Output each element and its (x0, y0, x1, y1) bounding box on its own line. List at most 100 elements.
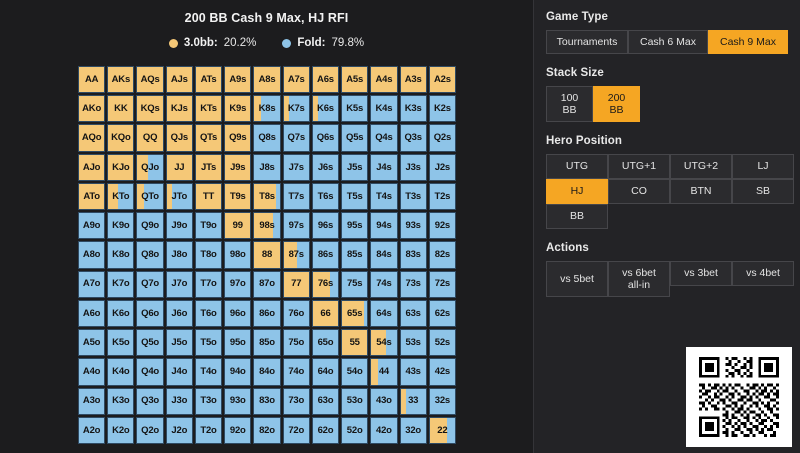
action-option-vs-5bet[interactable]: vs 5bet (546, 261, 608, 297)
hand-cell[interactable]: J7o (165, 270, 193, 298)
action-option-vs-4bet[interactable]: vs 4bet (732, 261, 794, 286)
hand-cell[interactable]: 42s (428, 358, 456, 386)
hand-cell[interactable]: 82o (253, 416, 281, 444)
hand-cell[interactable]: T4s (370, 182, 398, 211)
game-type-option-cash-6-max[interactable]: Cash 6 Max (628, 30, 708, 54)
hand-cell[interactable]: Q2s (428, 124, 456, 152)
hand-cell[interactable]: 95o (224, 329, 252, 357)
hand-cell[interactable]: 55 (341, 329, 369, 357)
hand-cell[interactable]: K5s (341, 95, 369, 123)
hand-cell[interactable]: 32o (399, 416, 427, 444)
hand-cell[interactable]: A8s (253, 66, 281, 94)
hand-cell[interactable]: TT (194, 182, 223, 211)
hand-cell[interactable]: 64o (311, 358, 340, 386)
hand-cell[interactable]: Q5s (341, 124, 369, 152)
hand-cell[interactable]: T9o (194, 212, 223, 240)
hand-cell[interactable]: K5o (107, 329, 135, 357)
hand-cell[interactable]: K9o (107, 212, 135, 240)
hand-cell[interactable]: 87s (282, 241, 310, 269)
hand-cell[interactable]: 54o (341, 358, 369, 386)
hand-cell[interactable]: KTo (107, 182, 135, 211)
hand-cell[interactable]: 75s (341, 270, 369, 298)
action-option-vs-3bet[interactable]: vs 3bet (670, 261, 732, 286)
hand-cell[interactable]: 98s (253, 212, 281, 240)
hand-cell[interactable]: K9s (224, 95, 252, 123)
hand-cell[interactable]: 72s (428, 270, 456, 298)
hand-cell[interactable]: T6o (194, 299, 223, 328)
hand-cell[interactable]: A8o (78, 241, 106, 269)
hand-cell[interactable]: 95s (341, 212, 369, 240)
hand-cell[interactable]: 63o (311, 387, 340, 415)
hand-cell[interactable]: 93s (399, 212, 427, 240)
hand-cell[interactable]: J9o (165, 212, 193, 240)
hero-position-option-bb[interactable]: BB (546, 204, 608, 229)
hand-cell[interactable]: K3s (399, 95, 427, 123)
hand-cell[interactable]: T3o (194, 387, 223, 415)
hand-cell[interactable]: 73o (282, 387, 310, 415)
hand-cell[interactable]: 97o (224, 270, 252, 298)
hand-cell[interactable]: QJo (136, 153, 164, 181)
hand-cell[interactable]: Q7o (136, 270, 164, 298)
hero-position-option-hj[interactable]: HJ (546, 179, 608, 204)
hand-cell[interactable]: QQ (136, 124, 164, 152)
hand-cell[interactable]: T2s (428, 182, 456, 211)
hand-cell[interactable]: 96s (311, 212, 340, 240)
hand-cell[interactable]: T4o (194, 358, 223, 386)
hand-cell[interactable]: 83s (399, 241, 427, 269)
hero-position-option-lj[interactable]: LJ (732, 154, 794, 179)
hand-cell[interactable]: AKs (107, 66, 135, 94)
hand-cell[interactable]: K2s (428, 95, 456, 123)
hand-cell[interactable]: T8s (253, 182, 281, 211)
hand-cell[interactable]: Q8s (253, 124, 281, 152)
hand-cell[interactable]: Q6o (136, 299, 164, 328)
hand-cell[interactable]: 99 (224, 212, 252, 240)
hand-cell[interactable]: T5s (341, 182, 369, 211)
hand-cell[interactable]: K8o (107, 241, 135, 269)
hand-cell[interactable]: J5o (165, 329, 193, 357)
hand-cell[interactable]: 76s (311, 270, 340, 298)
hand-cell[interactable]: A6s (311, 66, 340, 94)
hand-cell[interactable]: J9s (224, 153, 252, 181)
hand-cell[interactable]: 62o (311, 416, 340, 444)
hand-cell[interactable]: KQs (136, 95, 164, 123)
hand-cell[interactable]: Q9s (224, 124, 252, 152)
hand-cell[interactable]: 73s (399, 270, 427, 298)
hand-cell[interactable]: T3s (399, 182, 427, 211)
hand-cell[interactable]: 33 (399, 387, 427, 415)
hand-cell[interactable]: 74o (282, 358, 310, 386)
hand-cell[interactable]: A9s (224, 66, 252, 94)
hand-cell[interactable]: 92s (428, 212, 456, 240)
hand-cell[interactable]: A9o (78, 212, 106, 240)
hand-cell[interactable]: 74s (370, 270, 398, 298)
hand-cell[interactable]: T8o (194, 241, 223, 269)
hand-cell[interactable]: 75o (282, 329, 310, 357)
hand-cell[interactable]: Q5o (136, 329, 164, 357)
hand-cell[interactable]: T2o (194, 416, 223, 444)
hand-cell[interactable]: Q8o (136, 241, 164, 269)
hand-cell[interactable]: 44 (370, 358, 398, 386)
hand-cell[interactable]: 52o (341, 416, 369, 444)
hand-cell[interactable]: J8o (165, 241, 193, 269)
hand-cell[interactable]: AJs (165, 66, 193, 94)
hand-cell[interactable]: K7o (107, 270, 135, 298)
hand-cell[interactable]: KJo (107, 153, 135, 181)
hand-cell[interactable]: AQo (78, 124, 106, 152)
hand-cell[interactable]: T9s (224, 182, 252, 211)
hand-cell[interactable]: KJs (165, 95, 193, 123)
hand-cell[interactable]: 72o (282, 416, 310, 444)
hand-cell[interactable]: K8s (253, 95, 281, 123)
hand-cell[interactable]: QTo (136, 182, 164, 211)
game-type-option-tournaments[interactable]: Tournaments (546, 30, 628, 54)
hand-cell[interactable]: A7o (78, 270, 106, 298)
hand-cell[interactable]: 32s (428, 387, 456, 415)
hand-cell[interactable]: 94o (224, 358, 252, 386)
hero-position-option-btn[interactable]: BTN (670, 179, 732, 204)
hand-cell[interactable]: J5s (341, 153, 369, 181)
hand-cell[interactable]: J4o (165, 358, 193, 386)
hand-cell[interactable]: ATo (78, 182, 106, 211)
hand-cell[interactable]: 85o (253, 329, 281, 357)
game-type-option-cash-9-max[interactable]: Cash 9 Max (708, 30, 788, 54)
hand-cell[interactable]: T5o (194, 329, 223, 357)
hand-cell[interactable]: T6s (311, 182, 340, 211)
hand-cell[interactable]: A5s (341, 66, 369, 94)
